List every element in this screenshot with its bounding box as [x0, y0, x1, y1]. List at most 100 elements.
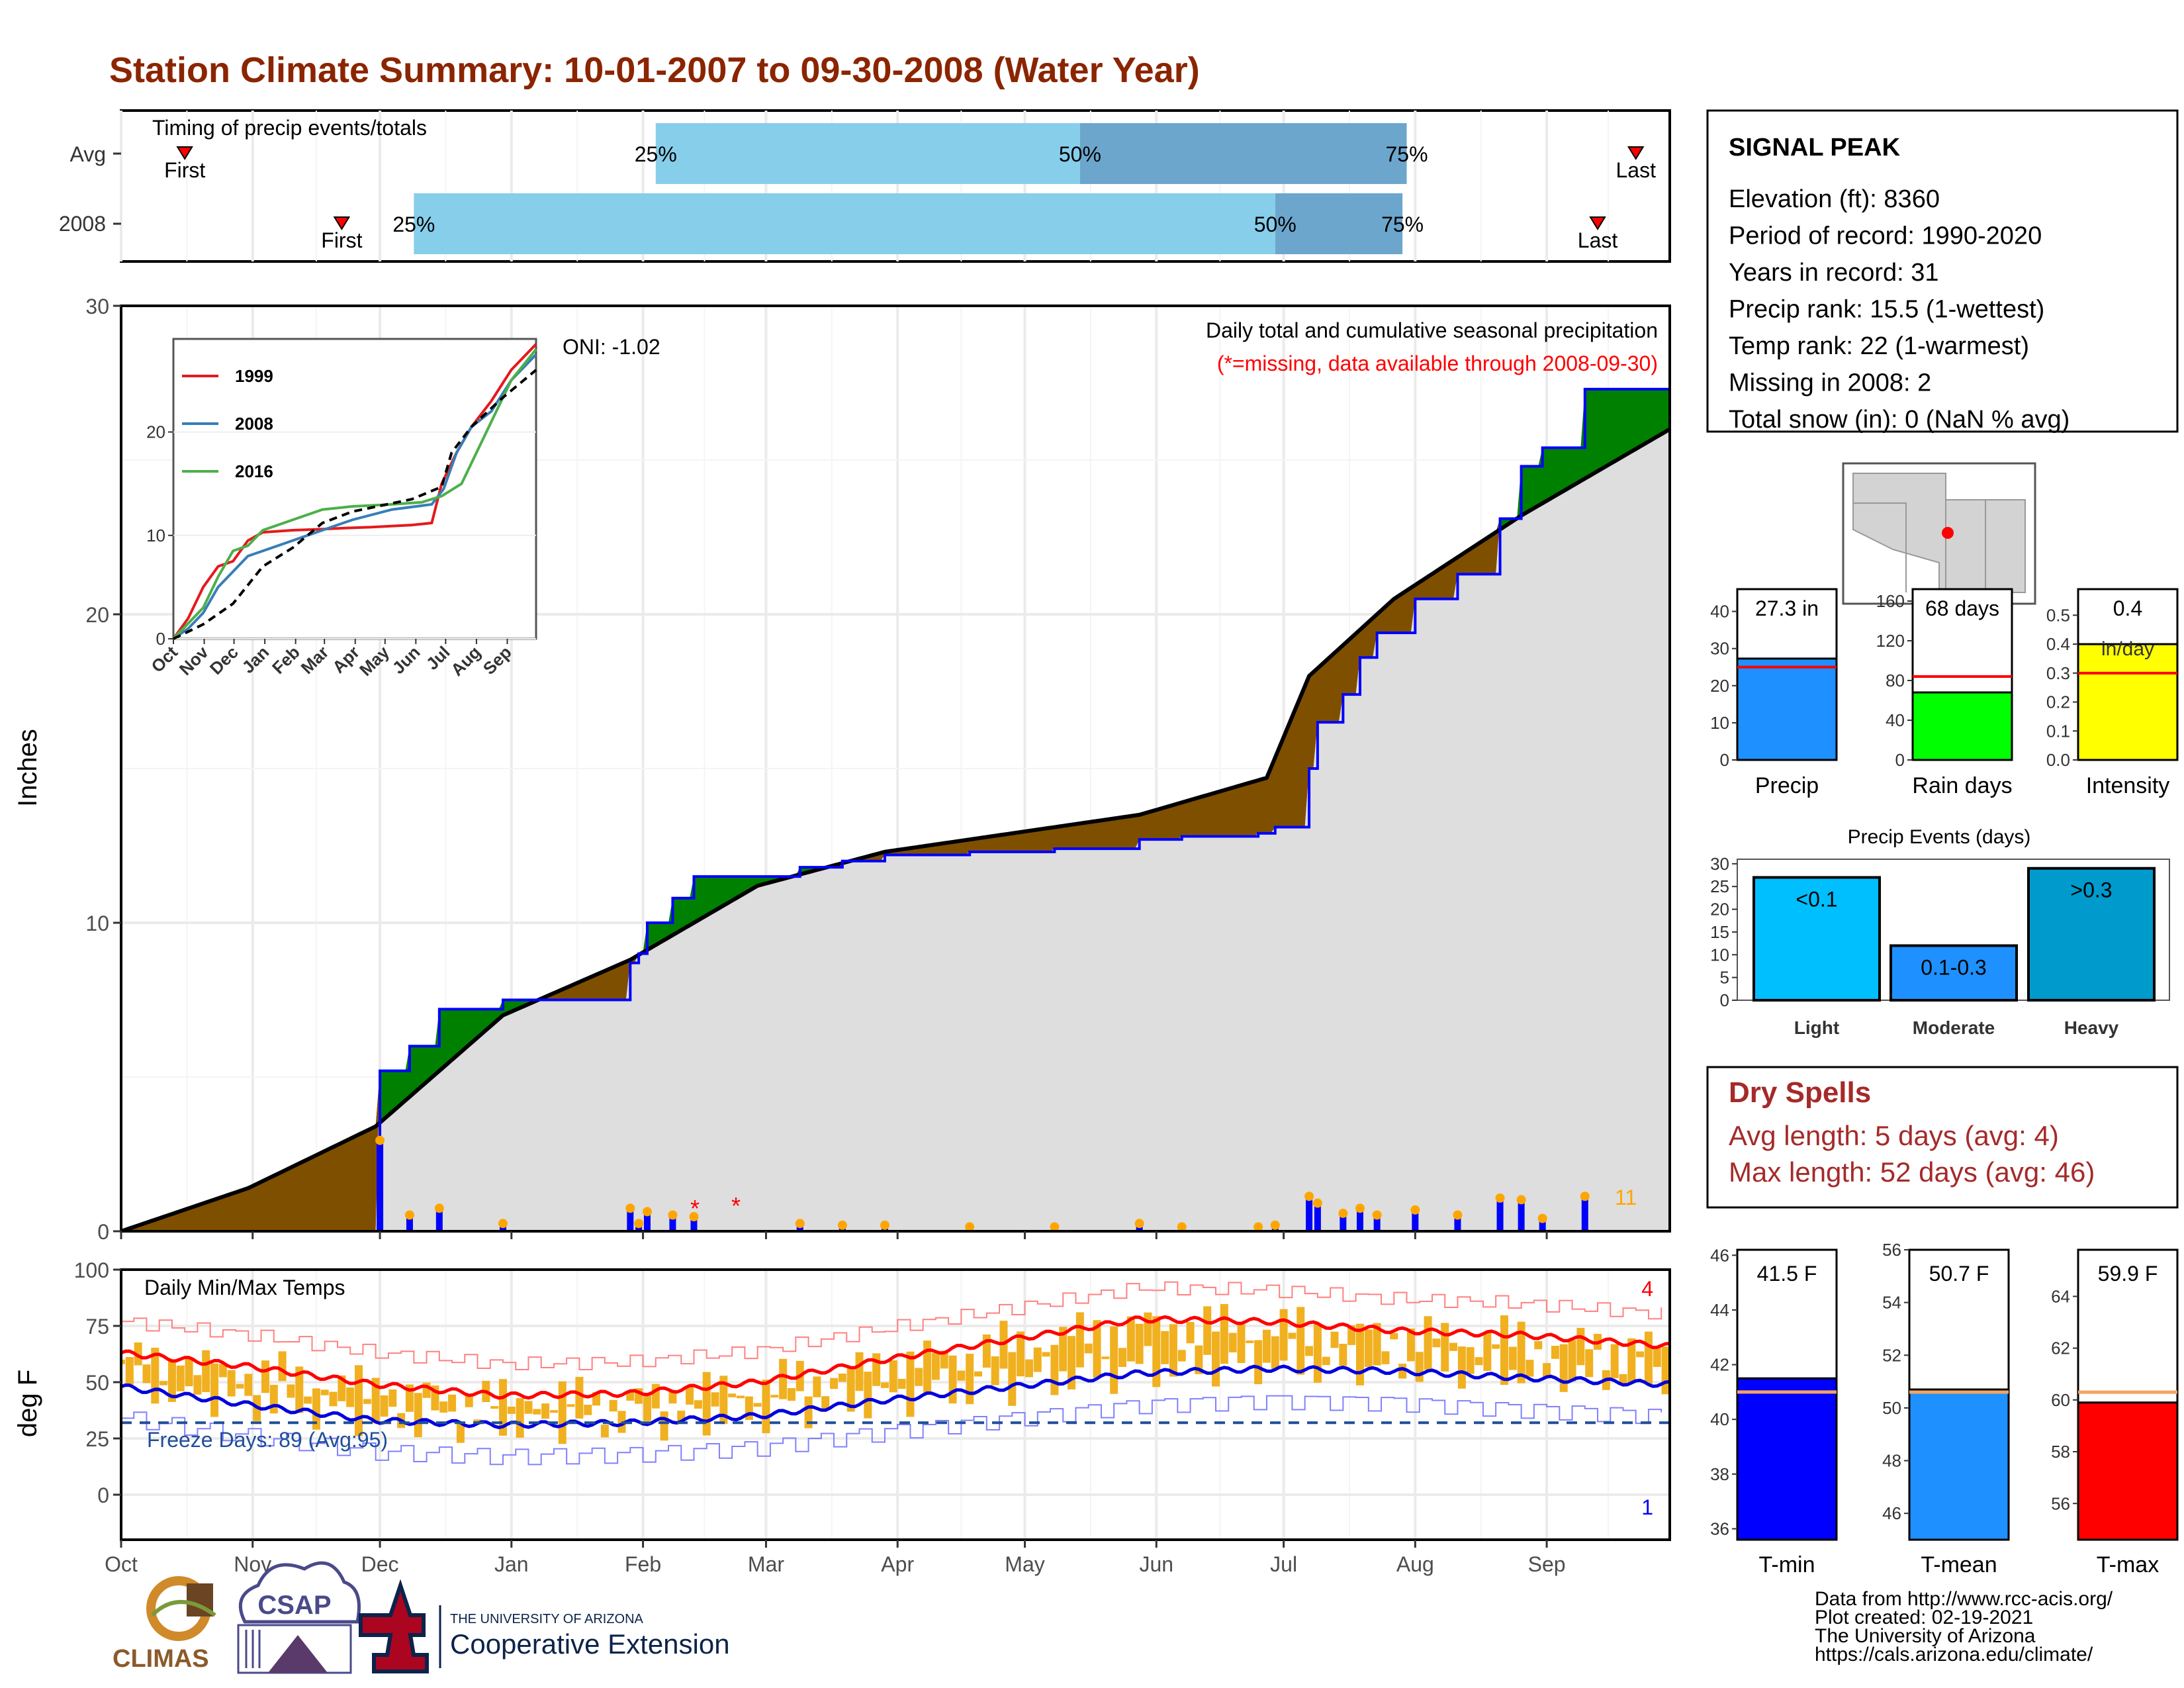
month-tick-label: Mar: [748, 1552, 784, 1576]
temp-summary-value-label: 50.7 F: [1929, 1262, 1989, 1286]
daily-temp-bar: [1543, 1363, 1551, 1379]
daily-temp-bar: [1008, 1352, 1017, 1406]
daily-temp-bar: [363, 1399, 371, 1404]
daily-precip-bar: [1373, 1217, 1381, 1231]
summary-value-bar: [1736, 657, 1838, 761]
daily-temp-bar: [1297, 1307, 1305, 1375]
temp-summary-ytick-label: 52: [1882, 1345, 1901, 1365]
summary-bar-label: Rain days: [1912, 773, 2012, 798]
temp-ytick-label: 25: [85, 1427, 109, 1451]
daily-temp-bar: [1305, 1346, 1314, 1356]
daily-temp-bar: [966, 1354, 974, 1405]
cumulative-fill: [121, 429, 1670, 1231]
daily-temp-bar: [1271, 1336, 1279, 1369]
daily-precip-marker: [689, 1212, 699, 1222]
daily-temp-bar: [1237, 1324, 1246, 1364]
daily-temp-bar: [473, 1419, 482, 1423]
daily-temp-bar: [872, 1353, 881, 1386]
daily-precip-marker: [1453, 1210, 1463, 1220]
daily-precip-bar: [1357, 1211, 1363, 1231]
daily-temp-bar: [1017, 1331, 1025, 1377]
footer-line: Data from http://www.rcc-acis.org/: [1815, 1588, 2113, 1610]
temp-summary-ytick-label: 48: [1882, 1451, 1901, 1471]
temp-summary-ytick-label: 40: [1710, 1409, 1729, 1429]
event-value-label: <0.1: [1796, 887, 1837, 911]
summary-ytick-label: 0.3: [2046, 663, 2070, 683]
daily-temp-bar: [1101, 1356, 1110, 1360]
daily-temp-bar: [1068, 1336, 1076, 1390]
daily-temp-bar: [1144, 1312, 1152, 1346]
daily-precip-bar: [1314, 1205, 1321, 1231]
daily-temp-bar: [1169, 1324, 1177, 1377]
missing-marker: *: [731, 1192, 741, 1219]
station-location-marker: [1942, 527, 1954, 539]
station-info-line: Temp rank: 22 (1-warmest): [1729, 332, 2029, 360]
page-title: Station Climate Summary: 10-01-2007 to 0…: [109, 50, 1200, 90]
daily-temp-bar: [830, 1378, 839, 1389]
daily-temp-bar: [1084, 1343, 1093, 1354]
dry-spells-max: Max length: 52 days (avg: 46): [1729, 1156, 2095, 1188]
daily-temp-bar: [1559, 1344, 1568, 1392]
footer-line: The University of Arizona: [1815, 1625, 2036, 1647]
event-ytick-label: 0: [1720, 990, 1729, 1010]
daily-temp-bar: [753, 1403, 762, 1407]
daily-temp-bar: [159, 1381, 168, 1385]
temp-summary-value-bar: [1908, 1388, 2010, 1541]
ua-cooperative-extension-logo: THE UNIVERSITY OF ARIZONA Cooperative Ex…: [359, 1579, 730, 1673]
daily-precip-marker: [795, 1219, 805, 1229]
daily-temp-bar: [1177, 1350, 1186, 1362]
inset-ytick-label: 10: [146, 526, 165, 545]
daily-temp-bar: [821, 1396, 830, 1410]
daily-temp-bar: [524, 1401, 533, 1414]
timing-first-label: First: [321, 228, 362, 252]
daily-temp-bar: [1135, 1323, 1144, 1364]
daily-precip-marker: [434, 1203, 444, 1213]
daily-precip-marker: [1050, 1222, 1060, 1231]
daily-temp-bar: [923, 1340, 932, 1393]
daily-temp-bar: [244, 1374, 253, 1396]
daily-temp-bar: [1330, 1331, 1339, 1348]
daily-temp-bar: [218, 1364, 227, 1378]
freeze-days-label: Freeze Days: 89 (Avg:95): [147, 1428, 388, 1452]
daily-temp-bar: [1441, 1323, 1449, 1372]
daily-temp-bar: [1059, 1327, 1068, 1372]
daily-temp-bar: [1126, 1316, 1135, 1362]
daily-temp-bar: [1195, 1345, 1203, 1374]
daily-temp-bar: [1492, 1344, 1500, 1349]
event-ytick-label: 20: [1710, 900, 1729, 919]
daily-temp-bar: [1619, 1374, 1627, 1384]
daily-temp-bar: [295, 1366, 304, 1413]
timing-p75-label: 75%: [1385, 142, 1428, 166]
daily-precip-marker: [1410, 1205, 1420, 1215]
daily-temp-bar: [1636, 1351, 1645, 1358]
precip-events-chart: Precip Events (days) <0.1 Light 0.1-0.3 Mod…: [1710, 826, 2170, 1038]
precip-ytick-label: 10: [85, 912, 109, 935]
daily-temp-bar: [193, 1375, 202, 1395]
temp-summary-ytick-label: 56: [1882, 1240, 1901, 1260]
summary-value-label: 0.4: [2113, 596, 2142, 620]
csap-logo: CSAP: [237, 1561, 361, 1674]
temp-summary-ytick-label: 60: [2051, 1390, 2070, 1410]
daily-temp-bar: [1432, 1338, 1441, 1348]
daily-temp-bar: [1373, 1323, 1381, 1366]
temp-summary-bar-label: T-min: [1759, 1552, 1815, 1577]
month-tick-label: Dec: [361, 1552, 399, 1576]
summary-ytick-label: 20: [1710, 676, 1729, 696]
event-bar: [1752, 876, 1881, 1002]
station-info-line: Precip rank: 15.5 (1-wettest): [1729, 296, 2044, 324]
daily-temp-bar: [1610, 1344, 1619, 1378]
daily-temp-bar: [490, 1406, 499, 1409]
daily-temp-bar: [1246, 1340, 1254, 1344]
daily-precip-bar: [690, 1219, 698, 1231]
daily-temp-bar: [456, 1422, 465, 1443]
temp-summary-ytick-label: 36: [1710, 1519, 1729, 1538]
timing-panel: Timing of precip events/totals Avg 2008 …: [59, 109, 1671, 263]
daily-temp-bar: [1517, 1321, 1525, 1383]
daily-precip-marker: [1134, 1219, 1144, 1229]
inset-chart: 19992008201601020OctNovDecJanFebMarAprMa…: [146, 338, 537, 680]
daily-precip-bar: [1454, 1217, 1461, 1231]
daily-temp-bar: [346, 1387, 355, 1407]
daily-precip-marker: [1580, 1192, 1590, 1201]
timing-p50-label: 50%: [1254, 212, 1297, 236]
temp-ytick-label: 0: [97, 1483, 109, 1507]
